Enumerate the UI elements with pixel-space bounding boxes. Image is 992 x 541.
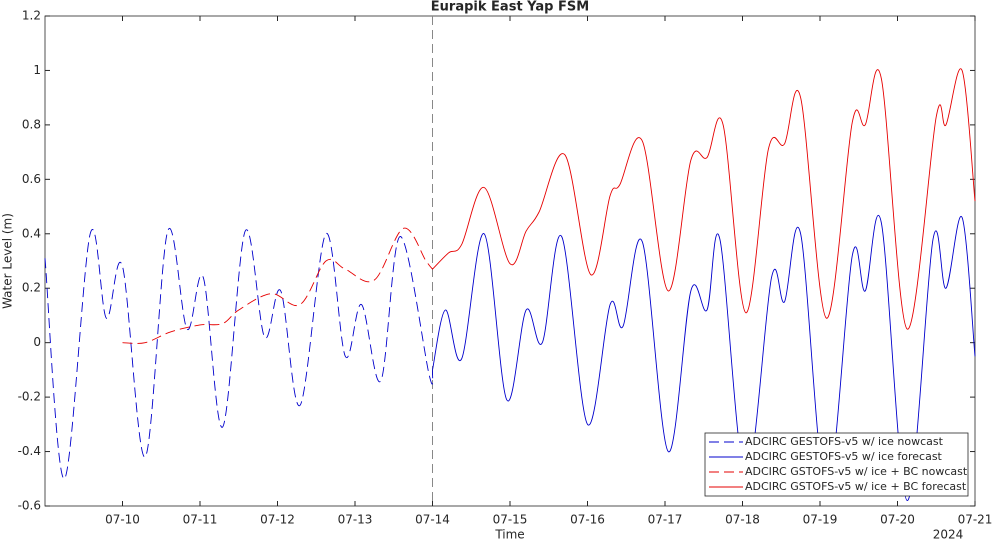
legend-label: ADCIRC GSTOFS-v5 w/ ice + BC forecast (745, 480, 967, 493)
legend-label: ADCIRC GESTOFS-v5 w/ ice nowcast (745, 435, 944, 448)
x-tick-label: 07-13 (338, 513, 373, 527)
chart-title: Eurapik East Yap FSM (431, 0, 589, 15)
x-tick-label: 07-19 (803, 513, 838, 527)
x-tick-label: 07-20 (880, 513, 915, 527)
y-tick-label: 0 (33, 335, 41, 349)
y-tick-label: -0.4 (18, 444, 41, 458)
x-tick-label: 07-17 (648, 513, 683, 527)
legend: ADCIRC GESTOFS-v5 w/ ice nowcast ADCIRC G… (704, 432, 969, 497)
series-line (122, 227, 433, 344)
legend-label: ADCIRC GSTOFS-v5 w/ ice + BC nowcast (745, 465, 968, 478)
legend-label: ADCIRC GESTOFS-v5 w/ ice forecast (745, 450, 943, 463)
y-tick-label: 0.8 (22, 117, 41, 131)
y-tick-label: -0.2 (18, 390, 41, 404)
y-tick-label: 0.6 (22, 172, 41, 186)
y-tick-label: -0.6 (18, 499, 41, 513)
y-tick-label: 1.2 (22, 9, 41, 23)
year-label: 2024 (933, 528, 964, 541)
x-tick-label: 07-21 (958, 513, 992, 527)
x-tick-label: 07-10 (105, 513, 140, 527)
x-axis-label: Time (494, 528, 524, 541)
series-line (432, 68, 976, 330)
y-tick-label: 1 (33, 63, 41, 77)
legend-box (704, 432, 969, 497)
y-tick-label: 0.2 (22, 281, 41, 295)
x-tick-label: 07-12 (260, 513, 295, 527)
series-line (44, 227, 434, 480)
series-line (432, 214, 976, 502)
y-axis-label: Water Level (m) (1, 213, 15, 309)
x-tick-label: 07-18 (725, 513, 760, 527)
y-tick-label: 0.4 (22, 226, 41, 240)
x-tick-label: 07-15 (493, 513, 528, 527)
plot-frame (44, 15, 976, 507)
x-tick-label: 07-16 (570, 513, 605, 527)
x-tick-label: 07-14 (415, 513, 450, 527)
x-tick-label: 07-11 (183, 513, 218, 527)
